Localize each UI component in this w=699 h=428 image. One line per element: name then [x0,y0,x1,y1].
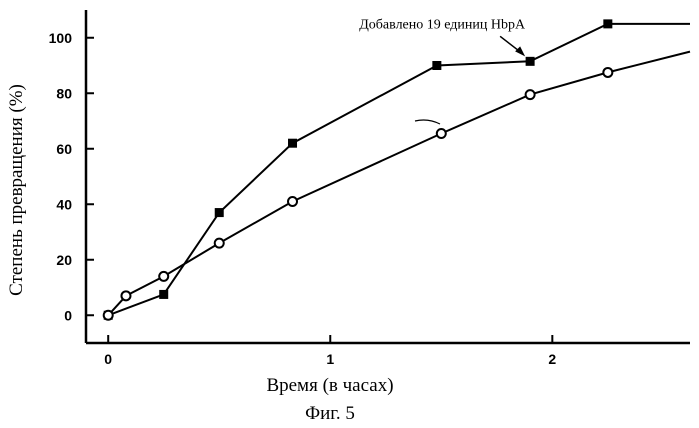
series-2-point [526,90,535,99]
series-1-point [215,208,224,217]
y-tick-label: 60 [56,141,72,157]
series-1-point [288,139,297,148]
figure-caption: Фиг. 5 [305,403,355,424]
series-1-point [159,290,168,299]
annotation-arrow-head [515,46,525,56]
series-1-line [108,24,690,315]
x-tick-label: 2 [548,351,556,367]
series-1-point [603,19,612,28]
series-2-point [104,311,113,320]
chart-series [104,19,690,319]
y-tick-label: 100 [49,30,73,46]
x-axis-title: Время (в часах) [266,375,393,396]
x-tick-label: 1 [326,351,334,367]
leader-mark [415,120,440,124]
x-tick-label: 0 [104,351,112,367]
y-tick-label: 80 [56,85,72,101]
y-axis-title: Степень превращения (%) [6,84,27,296]
y-tick-label: 0 [64,307,72,323]
series-2-line [108,52,690,316]
series-2-point [159,272,168,281]
chart-axes: 0 20 40 60 80 100 0 1 2 [49,10,690,367]
annotation-label: Добавлено 19 единиц HbpA [359,17,526,32]
series-2-point [288,197,297,206]
series-1-point [526,57,535,66]
series-2-point [215,239,224,248]
y-tick-label: 20 [56,252,72,268]
y-tick-label: 40 [56,196,72,212]
series-2-point [603,68,612,77]
series-1-point [432,61,441,70]
series-2-point [121,291,130,300]
series-2-point [437,129,446,138]
